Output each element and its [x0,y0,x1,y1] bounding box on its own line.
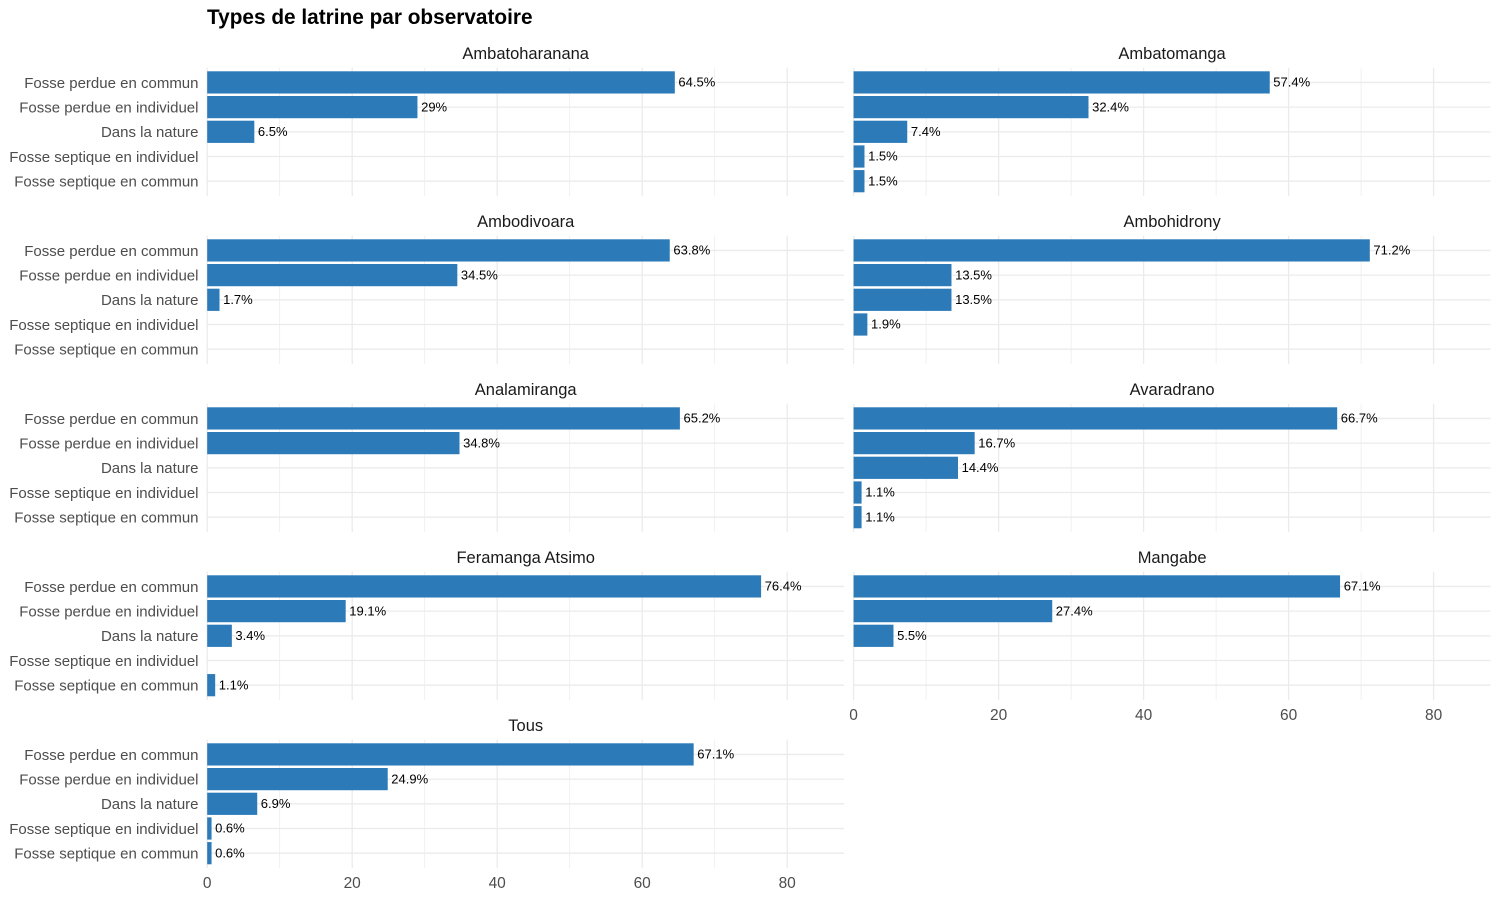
svg-text:13.5%: 13.5% [955,267,992,282]
svg-text:Dans la nature: Dans la nature [101,460,199,477]
svg-text:Avaradrano: Avaradrano [1130,381,1215,399]
svg-text:Fosse septique en commun: Fosse septique en commun [14,678,198,695]
svg-text:Fosse perdue en individuel: Fosse perdue en individuel [19,100,198,117]
svg-text:Fosse perdue en individuel: Fosse perdue en individuel [19,772,198,789]
svg-text:29%: 29% [421,99,447,114]
svg-text:Fosse septique en individuel: Fosse septique en individuel [9,485,198,502]
svg-text:1.5%: 1.5% [868,173,898,188]
svg-text:1.1%: 1.1% [219,677,249,692]
svg-text:Fosse perdue en commun: Fosse perdue en commun [24,411,198,428]
svg-text:Dans la nature: Dans la nature [101,124,199,141]
svg-text:57.4%: 57.4% [1273,75,1310,90]
svg-text:19.1%: 19.1% [349,603,386,618]
svg-text:13.5%: 13.5% [955,292,992,307]
svg-text:Feramanga Atsimo: Feramanga Atsimo [456,549,594,567]
svg-text:Dans la nature: Dans la nature [101,292,199,309]
svg-text:40: 40 [1135,707,1153,724]
svg-text:0: 0 [849,707,858,724]
svg-text:60: 60 [1280,707,1298,724]
svg-text:Fosse septique en individuel: Fosse septique en individuel [9,653,198,670]
svg-text:67.1%: 67.1% [1344,579,1381,594]
svg-text:76.4%: 76.4% [765,579,802,594]
svg-text:Fosse septique en commun: Fosse septique en commun [14,846,198,863]
svg-text:24.9%: 24.9% [391,771,428,786]
svg-text:Dans la nature: Dans la nature [101,796,199,813]
svg-text:0: 0 [203,875,212,892]
svg-text:Fosse perdue en commun: Fosse perdue en commun [24,75,198,92]
svg-text:Fosse perdue en individuel: Fosse perdue en individuel [19,604,198,621]
svg-text:80: 80 [779,875,797,892]
svg-text:Fosse perdue en commun: Fosse perdue en commun [24,243,198,260]
svg-text:Ambatomanga: Ambatomanga [1118,45,1226,63]
svg-text:14.4%: 14.4% [962,460,999,475]
svg-text:Dans la nature: Dans la nature [101,628,199,645]
svg-text:34.5%: 34.5% [461,267,498,282]
svg-text:67.1%: 67.1% [697,747,734,762]
svg-text:7.4%: 7.4% [911,124,941,139]
svg-text:16.7%: 16.7% [978,435,1015,450]
svg-text:1.5%: 1.5% [868,149,898,164]
svg-text:80: 80 [1425,707,1443,724]
svg-text:Fosse perdue en individuel: Fosse perdue en individuel [19,436,198,453]
svg-text:Fosse septique en individuel: Fosse septique en individuel [9,149,198,166]
svg-text:Fosse septique en individuel: Fosse septique en individuel [9,821,198,838]
svg-text:60: 60 [634,875,652,892]
svg-text:6.5%: 6.5% [258,124,288,139]
svg-text:1.1%: 1.1% [865,509,895,524]
svg-text:71.2%: 71.2% [1373,243,1410,258]
svg-text:0.6%: 0.6% [215,821,245,836]
svg-text:Mangabe: Mangabe [1138,549,1207,567]
svg-text:20: 20 [990,707,1008,724]
svg-text:20: 20 [344,875,362,892]
svg-text:5.5%: 5.5% [897,628,927,643]
svg-text:Types de latrine par observato: Types de latrine par observatoire [207,6,533,29]
svg-text:Ambatoharanana: Ambatoharanana [462,45,589,63]
svg-text:Fosse septique en commun: Fosse septique en commun [14,510,198,527]
svg-text:64.5%: 64.5% [678,75,715,90]
svg-text:Analamiranga: Analamiranga [475,381,578,399]
svg-text:Ambodivoara: Ambodivoara [477,213,575,231]
svg-text:34.8%: 34.8% [463,435,500,450]
svg-text:1.1%: 1.1% [865,485,895,500]
svg-text:0.6%: 0.6% [215,845,245,860]
svg-text:Fosse perdue en commun: Fosse perdue en commun [24,747,198,764]
svg-text:3.4%: 3.4% [235,628,265,643]
svg-text:32.4%: 32.4% [1092,99,1129,114]
svg-text:Fosse septique en individuel: Fosse septique en individuel [9,317,198,334]
svg-text:66.7%: 66.7% [1341,411,1378,426]
svg-text:1.9%: 1.9% [871,317,901,332]
svg-text:1.7%: 1.7% [223,292,253,307]
svg-text:Ambohidrony: Ambohidrony [1123,213,1221,231]
svg-text:Fosse septique en commun: Fosse septique en commun [14,174,198,191]
svg-text:6.9%: 6.9% [261,796,291,811]
svg-text:Tous: Tous [508,717,543,735]
svg-text:40: 40 [489,875,507,892]
svg-text:Fosse perdue en commun: Fosse perdue en commun [24,579,198,596]
svg-text:Fosse perdue en individuel: Fosse perdue en individuel [19,268,198,285]
svg-text:65.2%: 65.2% [684,411,721,426]
svg-text:63.8%: 63.8% [673,243,710,258]
svg-text:27.4%: 27.4% [1056,603,1093,618]
svg-text:Fosse septique en commun: Fosse septique en commun [14,342,198,359]
